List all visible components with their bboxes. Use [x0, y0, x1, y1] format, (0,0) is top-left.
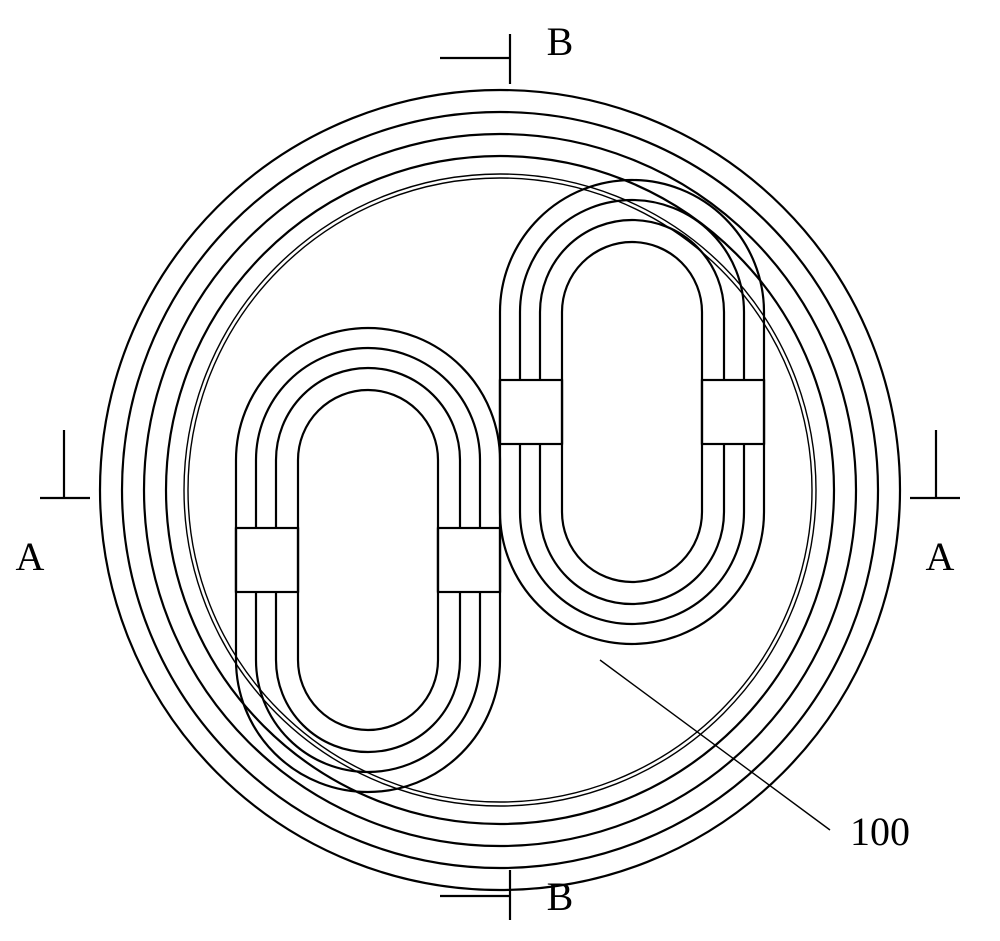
section-B-bottom-label: B [547, 874, 574, 919]
section-markers: A A B B [16, 19, 960, 920]
section-B-bottom: B [440, 870, 573, 920]
stadium-shapes [236, 180, 764, 792]
section-A-left-label: A [16, 534, 45, 579]
technical-drawing: A A B B 100 [0, 0, 1000, 941]
callout-100-label: 100 [850, 809, 910, 854]
section-A-left: A [16, 430, 90, 579]
section-A-right-label: A [926, 534, 955, 579]
section-B-top-label: B [547, 19, 574, 64]
section-A-right: A [910, 430, 960, 579]
section-B-top: B [440, 19, 573, 84]
callout-100: 100 [600, 660, 910, 854]
stadium-left [236, 328, 500, 792]
stadium-right [500, 180, 764, 644]
